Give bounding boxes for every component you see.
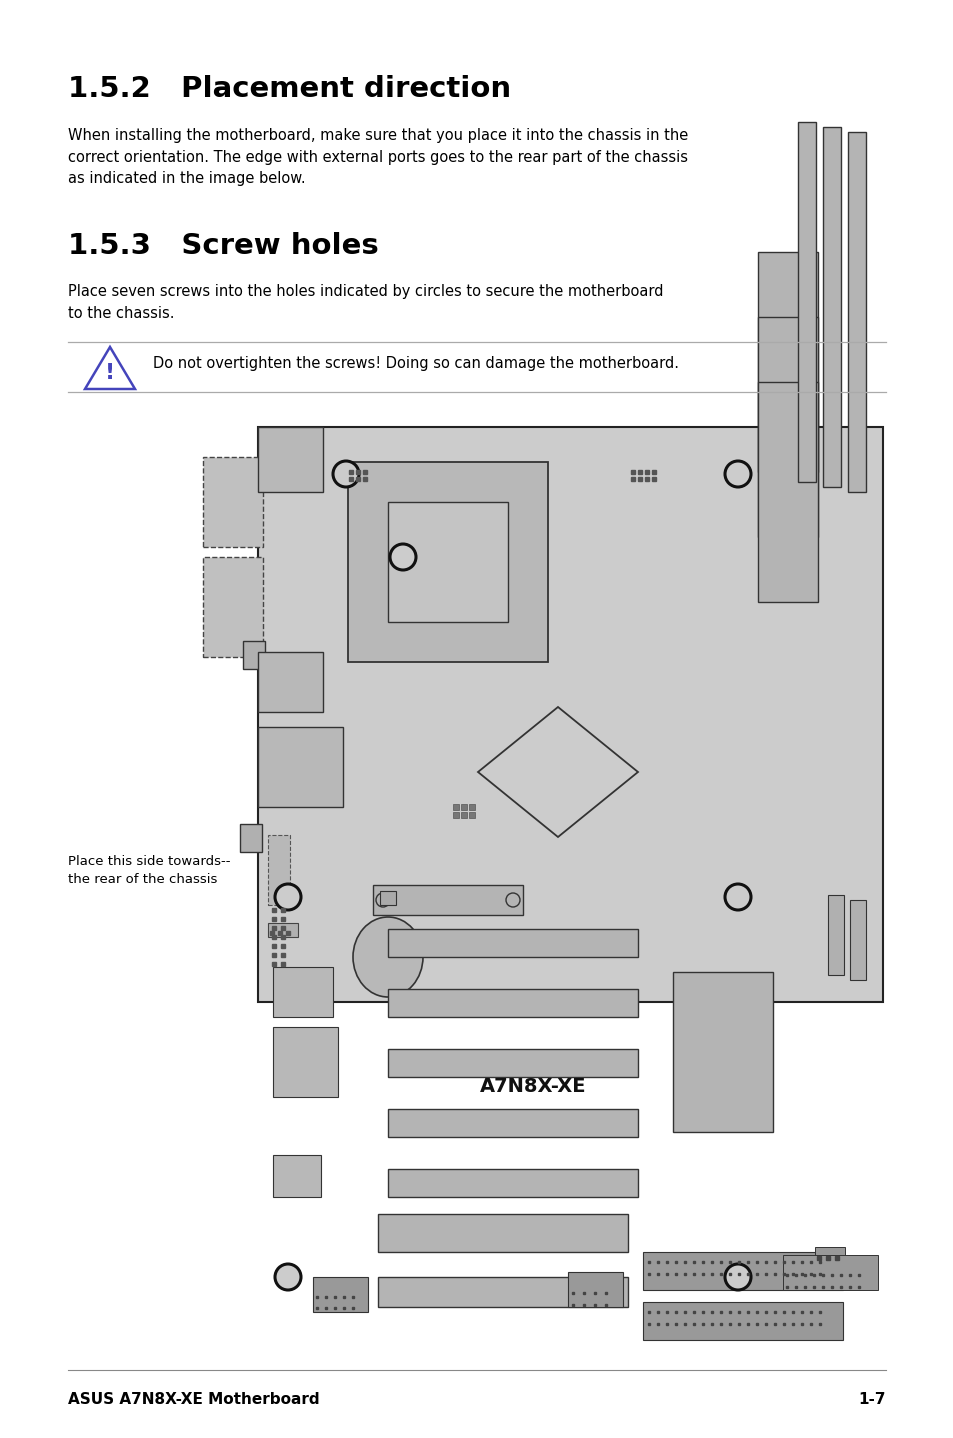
Bar [469,804,475,810]
Text: !: ! [105,362,115,383]
Bar [567,1273,622,1307]
Bar [240,824,262,851]
Bar [257,427,323,492]
Bar [273,1027,337,1097]
Bar [758,252,817,472]
Bar [453,812,458,818]
Text: Place this side towards--
the rear of the chassis: Place this side towards-- the rear of th… [68,856,231,886]
Bar [377,1277,627,1307]
Bar [782,1255,877,1290]
Text: 1.5.2   Placement direction: 1.5.2 Placement direction [68,75,511,104]
Bar [827,894,843,975]
Bar [203,557,263,657]
Bar [257,728,343,807]
Text: Place seven screws into the holes indicated by circles to secure the motherboard: Place seven screws into the holes indica… [68,283,662,321]
Text: ASUS A7N8X-XE Motherboard: ASUS A7N8X-XE Motherboard [68,1392,319,1408]
Bar [460,804,467,810]
Bar [313,1277,368,1311]
Text: A7N8X-XE: A7N8X-XE [479,1077,586,1097]
Bar [388,989,638,1017]
Bar [642,1301,842,1340]
Bar [453,804,458,810]
Bar [257,427,882,1002]
Bar [388,1048,638,1077]
Bar [822,127,841,487]
Circle shape [274,1264,301,1290]
Circle shape [390,544,416,569]
Text: When installing the motherboard, make sure that you place it into the chassis in: When installing the motherboard, make su… [68,128,687,186]
Ellipse shape [353,917,422,997]
Bar [243,641,265,669]
Bar [797,122,815,482]
Bar [847,132,865,492]
Bar [377,1214,627,1252]
Bar [388,1169,638,1196]
Bar [672,972,772,1132]
Bar [268,835,290,905]
Bar [849,900,865,981]
Text: 1.5.3   Screw holes: 1.5.3 Screw holes [68,232,378,260]
Bar [379,892,395,905]
Bar [257,651,323,712]
Bar [758,316,817,536]
Bar [758,383,817,603]
Circle shape [724,462,750,487]
Bar [642,1252,842,1290]
Bar [373,884,522,915]
Bar [469,812,475,818]
Circle shape [724,884,750,910]
Circle shape [724,1264,750,1290]
Bar [388,502,507,623]
Bar [348,462,547,661]
Bar [273,966,333,1017]
Bar [273,1155,320,1196]
Text: 1-7: 1-7 [858,1392,885,1408]
Bar [388,1109,638,1137]
Bar [203,457,263,546]
Circle shape [333,462,358,487]
Bar [268,923,297,938]
Text: Do not overtighten the screws! Doing so can damage the motherboard.: Do not overtighten the screws! Doing so … [152,357,679,371]
Circle shape [274,884,301,910]
Bar [388,929,638,958]
Bar [814,1247,844,1265]
Bar [460,812,467,818]
